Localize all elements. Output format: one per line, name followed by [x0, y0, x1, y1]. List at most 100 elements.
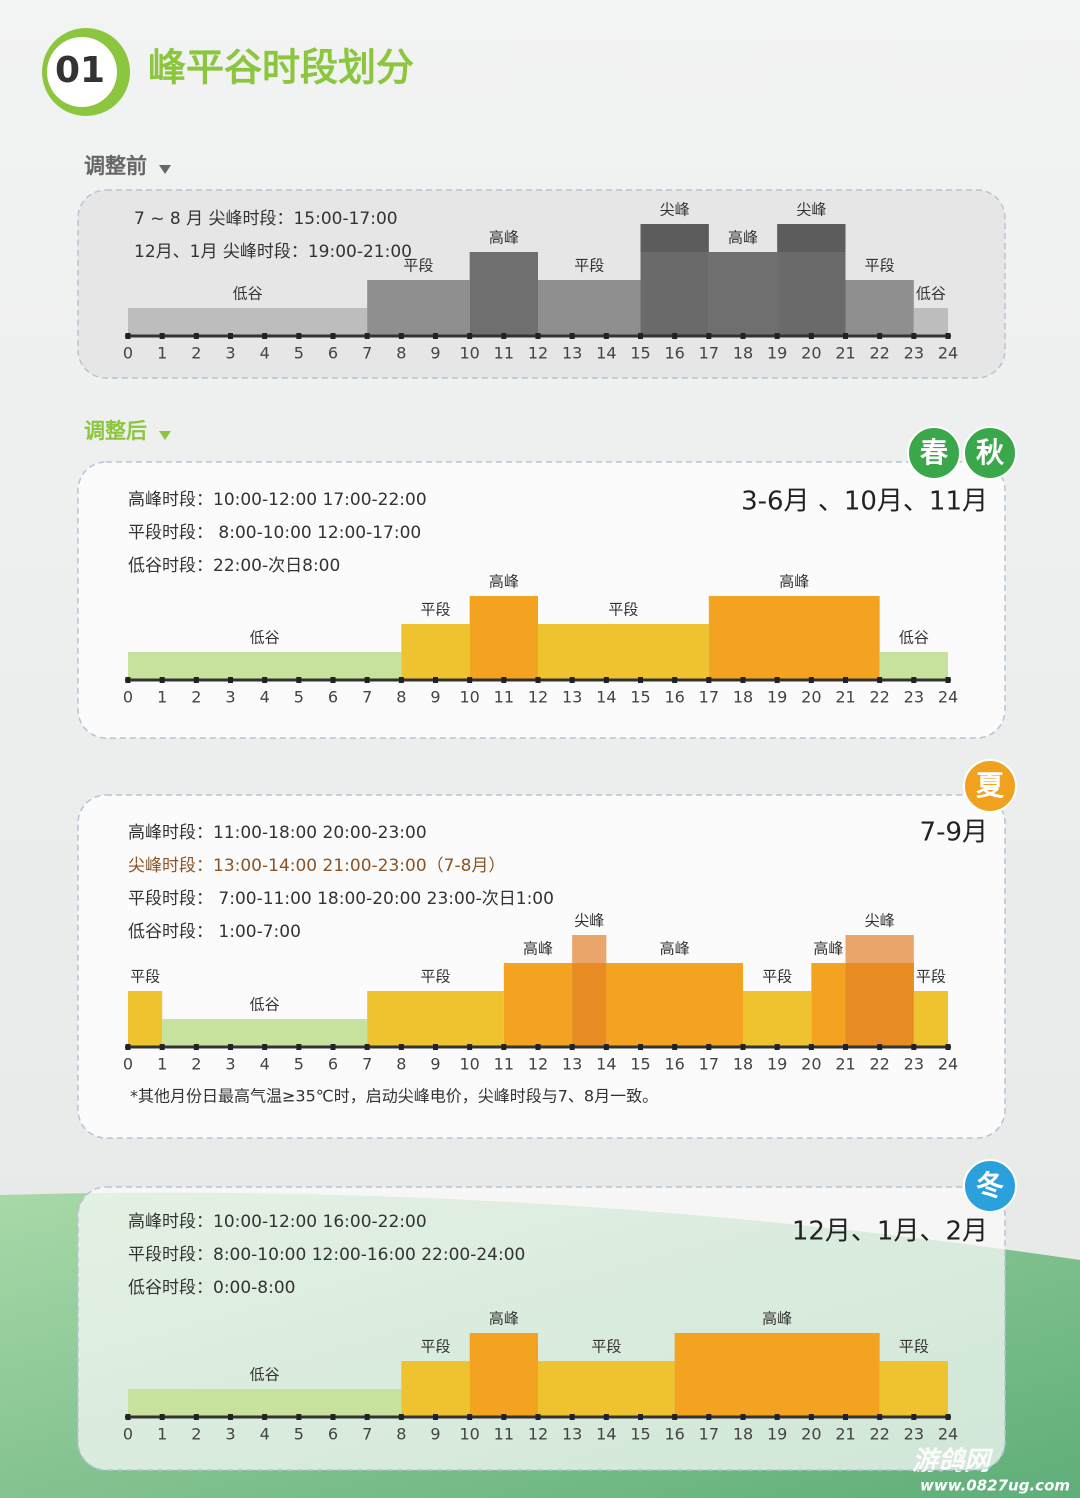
x-tick-label: 7	[362, 1055, 372, 1074]
tick-mark	[501, 1044, 507, 1050]
tick-mark	[808, 677, 814, 683]
x-tick-label: 12	[528, 344, 548, 363]
tick-mark	[330, 1414, 336, 1420]
tick-mark	[159, 333, 165, 339]
tick-mark	[843, 1044, 848, 1050]
arrow	[159, 431, 171, 440]
tick-mark	[672, 333, 678, 339]
x-tick-label: 16	[664, 688, 684, 707]
x-tick-label: 17	[699, 1425, 719, 1444]
x-tick-label: 22	[869, 688, 889, 707]
x-tick-label: 21	[835, 1425, 855, 1444]
tick-mark	[330, 677, 336, 683]
segment-label: 低谷	[250, 629, 280, 647]
info-line: 高峰时段：10:00-12:00 16:00-22:00	[128, 1212, 427, 1232]
tick-mark	[193, 1414, 199, 1420]
segment-label: 平段	[420, 968, 450, 986]
x-tick-label: 16	[664, 1425, 684, 1444]
season-label: 春	[920, 436, 948, 469]
x-tick-label: 9	[430, 688, 440, 707]
segment	[128, 1389, 402, 1417]
x-tick-label: 0	[123, 688, 133, 707]
tick-mark	[706, 1414, 712, 1420]
tick-mark	[501, 1414, 507, 1420]
info-line: 低谷时段：0:00-8:00	[128, 1278, 296, 1298]
segment	[913, 991, 948, 1047]
x-tick-label: 6	[328, 1055, 338, 1074]
x-tick-label: 11	[494, 688, 514, 707]
segment	[708, 596, 880, 680]
segment	[879, 652, 948, 680]
x-tick-label: 18	[733, 1425, 753, 1444]
season-label: 冬	[976, 1169, 1004, 1202]
x-tick-label: 5	[294, 1055, 304, 1074]
tick-mark	[638, 333, 643, 339]
section-label: 调整前	[84, 154, 147, 178]
section-label: 调整后	[84, 419, 147, 443]
segment-label: 高峰	[813, 940, 843, 958]
x-tick-label: 6	[328, 344, 338, 363]
segment	[401, 1361, 470, 1417]
x-tick-label: 1	[157, 344, 167, 363]
segment	[503, 963, 573, 1047]
x-tick-label: 20	[801, 688, 821, 707]
section-number: 01	[55, 50, 105, 91]
tick-mark	[535, 677, 541, 683]
segment-label: 高峰	[779, 573, 809, 591]
tick-mark	[398, 1414, 404, 1420]
x-tick-label: 3	[225, 344, 235, 363]
x-tick-label: 9	[430, 344, 440, 363]
segment	[128, 308, 368, 336]
tick-mark	[569, 1044, 575, 1050]
x-tick-label: 10	[459, 688, 479, 707]
x-tick-label: 8	[396, 688, 406, 707]
segment-label: 高峰	[762, 1310, 792, 1328]
segment	[128, 991, 163, 1047]
tick-mark	[193, 677, 199, 683]
tick-mark	[398, 1044, 404, 1050]
tick-mark	[159, 1414, 165, 1420]
x-tick-label: 4	[260, 344, 270, 363]
info-line: 7 ~ 8 月 尖峰时段：15:00-17:00	[134, 209, 398, 229]
tick-mark	[774, 677, 780, 683]
tick-mark	[945, 333, 951, 339]
tick-mark	[843, 677, 848, 683]
tick-mark	[877, 1044, 883, 1050]
tick-mark	[262, 333, 268, 339]
tick-mark	[638, 1414, 643, 1420]
x-tick-label: 18	[733, 1055, 753, 1074]
tick-mark	[740, 1044, 746, 1050]
segment-label: 尖峰	[796, 201, 826, 219]
segment-label: 高峰	[728, 229, 758, 247]
segment-label: 平段	[591, 1338, 621, 1356]
segment-label: 低谷	[899, 629, 929, 647]
tick-mark	[296, 333, 302, 339]
x-tick-label: 5	[294, 344, 304, 363]
x-tick-label: 8	[396, 1425, 406, 1444]
tick-mark	[911, 677, 917, 683]
x-tick-label: 3	[225, 1055, 235, 1074]
tick-mark	[228, 677, 233, 683]
segment-label: 平段	[420, 601, 450, 619]
tick-mark	[808, 1044, 814, 1050]
tick-mark	[262, 677, 268, 683]
tick-mark	[159, 677, 165, 683]
x-tick-label: 22	[869, 1055, 889, 1074]
season-label: 夏	[976, 769, 1005, 802]
tick-mark	[433, 1414, 438, 1420]
segment	[401, 624, 470, 680]
x-tick-label: 19	[767, 344, 787, 363]
tick-mark	[569, 1414, 575, 1420]
x-tick-label: 11	[494, 1055, 514, 1074]
x-tick-label: 21	[835, 1055, 855, 1074]
tick-mark	[603, 1044, 609, 1050]
tick-mark	[296, 1414, 302, 1420]
tick-mark	[364, 333, 370, 339]
segment-label: 高峰	[660, 940, 690, 958]
x-tick-label: 18	[733, 688, 753, 707]
note: *其他月份日最高气温≥35℃时，启动尖峰电价，尖峰时段与7、8月一致。	[130, 1087, 658, 1106]
tick-mark	[911, 1044, 917, 1050]
tick-mark	[774, 1044, 780, 1050]
x-tick-label: 24	[938, 1055, 958, 1074]
months: 3-6月 、10月、11月	[741, 487, 988, 517]
